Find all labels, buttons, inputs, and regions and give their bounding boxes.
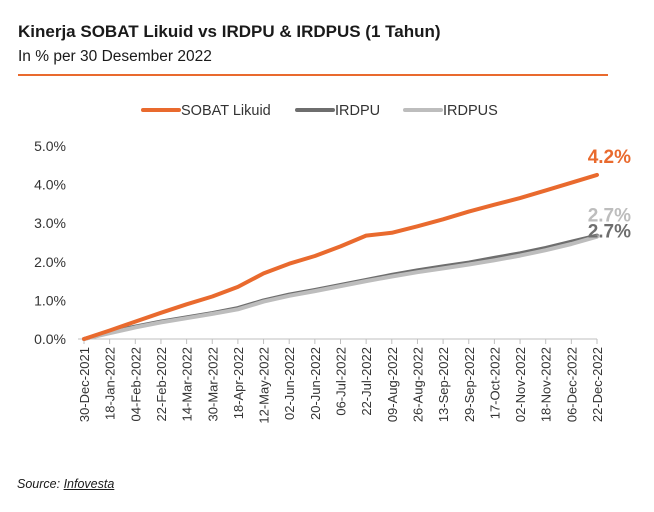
y-tick-label: 0.0% <box>34 331 66 347</box>
x-tick-label: 06-Dec-2022 <box>564 347 579 422</box>
x-tick-label: 18-Apr-2022 <box>231 347 246 419</box>
end-label-irdpus: 2.7% <box>588 206 631 227</box>
legend-label: IRDPU <box>335 103 380 119</box>
y-tick-label: 5.0% <box>34 138 66 154</box>
x-tick-label: 18-Nov-2022 <box>539 347 554 422</box>
end-label-irdpu: 2.7% <box>588 222 631 243</box>
title-divider <box>18 74 608 76</box>
x-tick-label: 13-Sep-2022 <box>436 347 451 422</box>
x-tick-label: 04-Feb-2022 <box>128 347 143 421</box>
chart-series <box>82 172 599 341</box>
legend-label: SOBAT Likuid <box>181 103 271 119</box>
x-tick-label: 12-May-2022 <box>257 347 272 424</box>
y-tick-label: 3.0% <box>34 215 66 231</box>
x-tick-label: 30-Mar-2022 <box>205 347 220 421</box>
y-tick-label: 2.0% <box>34 254 66 270</box>
legend-label: IRDPUS <box>443 103 498 119</box>
x-tick-label: 30-Dec-2021 <box>77 347 92 422</box>
series-line-sobat-likuid <box>82 172 599 341</box>
source-note: Source: Infovesta <box>17 477 114 491</box>
end-label-sobat-likuid: 4.2% <box>588 147 631 168</box>
x-tick-label: 22-Jul-2022 <box>359 347 374 416</box>
chart-title: Kinerja SOBAT Likuid vs IRDPU & IRDPUS (… <box>18 22 441 41</box>
x-tick-label: 26-Aug-2022 <box>410 347 425 422</box>
x-tick-label: 02-Nov-2022 <box>513 347 528 422</box>
x-tick-label: 18-Jan-2022 <box>103 347 118 420</box>
x-tick-label: 17-Oct-2022 <box>487 347 502 419</box>
chart-subtitle: In % per 30 Desember 2022 <box>18 48 212 65</box>
series-line-irdpus <box>82 234 599 341</box>
x-tick-label: 22-Feb-2022 <box>154 347 169 421</box>
y-tick-label: 1.0% <box>34 292 66 308</box>
y-tick-label: 4.0% <box>34 177 66 193</box>
x-tick-label: 22-Dec-2022 <box>590 347 605 422</box>
x-tick-label: 20-Jun-2022 <box>308 347 323 420</box>
source-label: Source: <box>17 477 61 491</box>
x-tick-label: 02-Jun-2022 <box>282 347 297 420</box>
end-labels: 4.2% 2.7%2.7% <box>588 147 631 243</box>
source-link[interactable]: Infovesta <box>63 477 115 491</box>
x-tick-label: 14-Mar-2022 <box>180 347 195 421</box>
x-tick-label: 09-Aug-2022 <box>385 347 400 422</box>
chart-legend: SOBAT Likuid IRDPU IRDPUS <box>141 103 498 119</box>
chart-axes: 0.0% 1.0% 2.0% 3.0% 4.0% 5.0% 30-Dec-2021 18-Ja… <box>34 138 605 424</box>
x-tick-label: 29-Sep-2022 <box>462 347 477 422</box>
x-tick-label: 06-Jul-2022 <box>334 347 349 416</box>
